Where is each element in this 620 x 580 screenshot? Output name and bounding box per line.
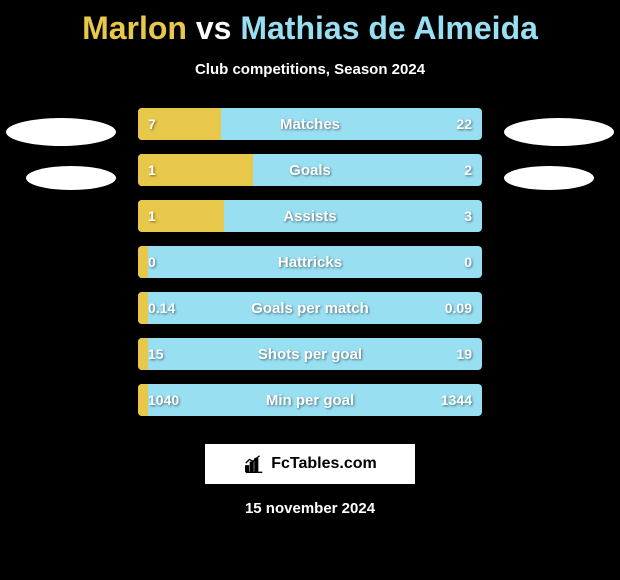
subtitle: Club competitions, Season 2024	[0, 61, 620, 78]
stat-label: Assists	[138, 200, 482, 232]
player2-oval-top	[504, 118, 614, 146]
stats-arena: 722Matches 12Goals 13Assists 00Hattricks 0.1…	[0, 108, 620, 428]
stat-row: 13Assists	[138, 200, 482, 232]
attribution-text: FcTables.com	[271, 455, 377, 473]
stat-label: Hattricks	[138, 246, 482, 278]
comparison-title: Marlon vs Mathias de Almeida	[0, 0, 620, 47]
stat-row: 722Matches	[138, 108, 482, 140]
player1-oval-top	[6, 118, 116, 146]
attribution-badge: FcTables.com	[205, 444, 415, 484]
stat-label: Shots per goal	[138, 338, 482, 370]
stat-label: Goals	[138, 154, 482, 186]
stat-row: 00Hattricks	[138, 246, 482, 278]
player1-oval-bottom	[26, 166, 116, 190]
vs-separator: vs	[196, 10, 232, 46]
stat-bars-container: 722Matches 12Goals 13Assists 00Hattricks 0.1…	[138, 108, 482, 430]
player2-name: Mathias de Almeida	[240, 10, 538, 46]
stat-label: Goals per match	[138, 292, 482, 324]
chart-icon	[243, 453, 265, 475]
date-label: 15 november 2024	[0, 500, 620, 517]
stat-row: 1519Shots per goal	[138, 338, 482, 370]
player1-name: Marlon	[82, 10, 187, 46]
player2-oval-bottom	[504, 166, 594, 190]
stat-row: 0.140.09Goals per match	[138, 292, 482, 324]
stat-row: 10401344Min per goal	[138, 384, 482, 416]
stat-label: Matches	[138, 108, 482, 140]
stat-row: 12Goals	[138, 154, 482, 186]
stat-label: Min per goal	[138, 384, 482, 416]
